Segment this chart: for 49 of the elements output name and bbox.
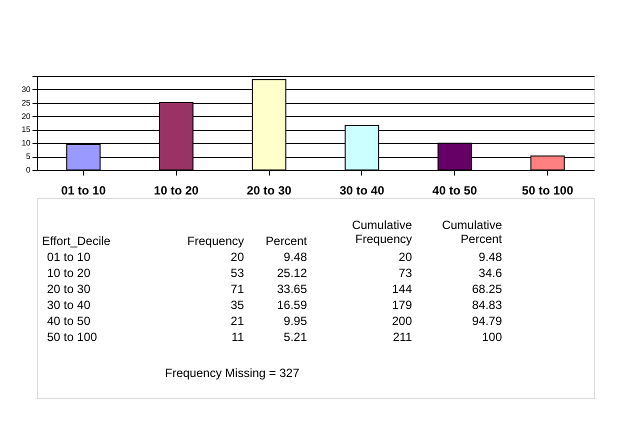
category-label: 20 to 30 xyxy=(47,282,90,296)
x-tick-label: 20 to 30 xyxy=(246,184,292,198)
text: 179 xyxy=(392,298,412,312)
text: 25.12 xyxy=(276,266,308,280)
category-label: 01 to 10 xyxy=(47,250,90,264)
text: 11 xyxy=(232,330,244,344)
category-label: 10 to 20 xyxy=(47,266,90,280)
y-tick-label: 10 xyxy=(22,138,32,148)
x-tick-label: 10 to 20 xyxy=(154,184,199,198)
text: 21 xyxy=(230,314,244,328)
text: 20 xyxy=(398,250,412,264)
text: 200 xyxy=(392,314,412,328)
text: 33.65 xyxy=(276,282,308,296)
y-tick-label: 15 xyxy=(22,125,32,134)
text: 100 xyxy=(482,330,502,344)
text: 68.25 xyxy=(472,282,502,296)
x-tick-label: 30 to 40 xyxy=(340,184,385,198)
text: 73 xyxy=(398,266,412,280)
text: Cumulative Percent xyxy=(442,218,503,246)
text: 16.59 xyxy=(276,298,308,312)
category-label: 30 to 40 xyxy=(47,298,90,312)
text: Cumulative Frequency xyxy=(352,218,412,246)
text: 84.83 xyxy=(472,298,502,312)
text: 9.48 xyxy=(284,250,308,264)
y-tick-label: 5 xyxy=(26,152,32,162)
x-tick-label: 01 to 10 xyxy=(61,184,106,198)
text: 5.21 xyxy=(284,330,308,344)
text: Frequency Missing = 327 xyxy=(165,366,300,380)
text: 9.48 xyxy=(478,250,502,264)
text: 71 xyxy=(230,282,244,296)
text: 20 xyxy=(230,250,244,264)
y-tick-label: 30 xyxy=(22,84,32,94)
text: 9.95 xyxy=(284,314,308,328)
category-label: 40 to 50 xyxy=(47,314,90,328)
y-tick-label: 20 xyxy=(22,112,32,121)
x-tick-label: 40 to 50 xyxy=(432,184,478,198)
category-label: 50 to 100 xyxy=(47,330,98,344)
y-tick-label: 25 xyxy=(22,98,32,108)
text: 53 xyxy=(230,266,244,280)
text: 94.79 xyxy=(472,314,502,328)
text: 34.6 xyxy=(478,266,502,280)
text: 211 xyxy=(392,330,412,344)
text: Frequency xyxy=(187,234,244,248)
text: 144 xyxy=(392,282,412,296)
text: Effort_Decile xyxy=(42,234,111,248)
y-tick-label: 0 xyxy=(26,166,32,174)
text: 35 xyxy=(230,298,244,312)
text: Percent xyxy=(266,234,308,248)
x-tick-label: 50 to 100 xyxy=(522,184,574,198)
